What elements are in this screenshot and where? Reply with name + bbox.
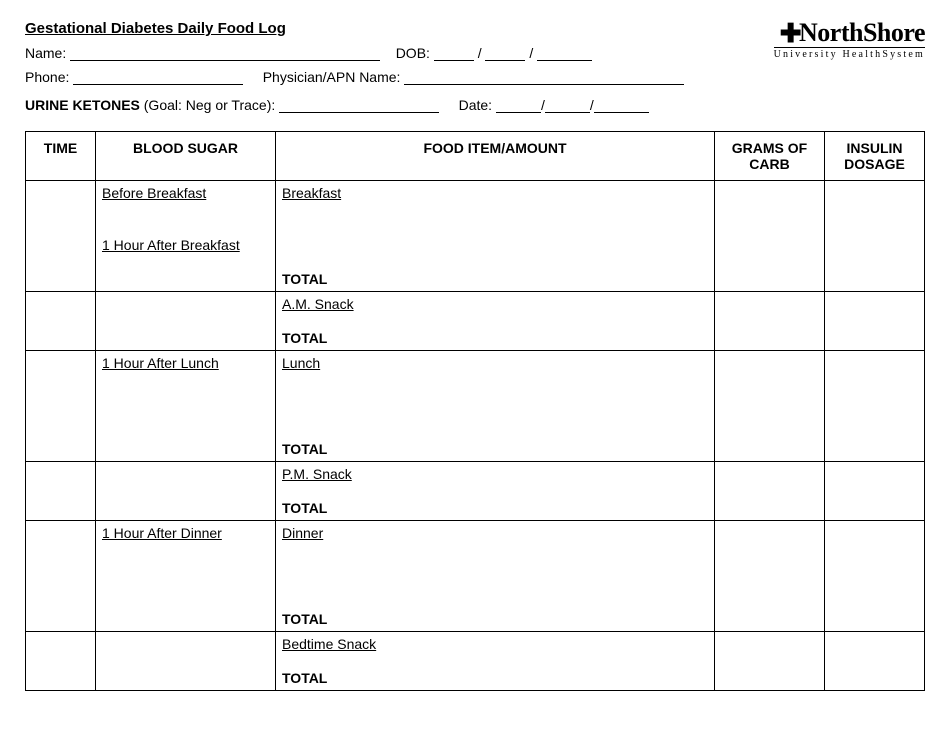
cell-carb[interactable] bbox=[715, 521, 825, 632]
food-pm-snack: P.M. Snack bbox=[282, 466, 708, 482]
cell-carb[interactable] bbox=[715, 181, 825, 292]
cell-carb[interactable] bbox=[715, 292, 825, 351]
row-am-snack: A.M. Snack TOTAL bbox=[26, 292, 925, 351]
row-pm-snack: P.M. Snack TOTAL bbox=[26, 462, 925, 521]
bs-after-breakfast: 1 Hour After Breakfast bbox=[102, 237, 269, 253]
food-dinner: Dinner bbox=[282, 525, 708, 541]
cell-carb[interactable] bbox=[715, 462, 825, 521]
bs-before-breakfast: Before Breakfast bbox=[102, 185, 269, 201]
cell-blood-sugar[interactable] bbox=[96, 292, 276, 351]
cell-blood-sugar[interactable]: 1 Hour After Dinner bbox=[96, 521, 276, 632]
table-header-row: TIME BLOOD SUGAR FOOD ITEM/AMOUNT GRAMS … bbox=[26, 132, 925, 181]
cell-blood-sugar[interactable] bbox=[96, 632, 276, 691]
cell-insulin[interactable] bbox=[825, 521, 925, 632]
plus-icon: ✚ bbox=[780, 21, 801, 47]
th-food: FOOD ITEM/AMOUNT bbox=[276, 132, 715, 181]
food-breakfast: Breakfast bbox=[282, 185, 708, 201]
food-lunch: Lunch bbox=[282, 355, 708, 371]
date-label: Date: bbox=[459, 97, 492, 113]
cell-carb[interactable] bbox=[715, 632, 825, 691]
logo-sub: University HealthSystem bbox=[774, 47, 925, 60]
th-insulin: INSULIN DOSAGE bbox=[825, 132, 925, 181]
date-m[interactable] bbox=[496, 99, 541, 113]
cell-food[interactable]: Breakfast TOTAL bbox=[276, 181, 715, 292]
dob-m[interactable] bbox=[434, 47, 474, 61]
cell-food[interactable]: Bedtime Snack TOTAL bbox=[276, 632, 715, 691]
cell-food[interactable]: A.M. Snack TOTAL bbox=[276, 292, 715, 351]
cell-blood-sugar[interactable]: 1 Hour After Lunch bbox=[96, 351, 276, 462]
bs-after-dinner: 1 Hour After Dinner bbox=[102, 525, 269, 541]
page-title: Gestational Diabetes Daily Food Log bbox=[25, 20, 774, 37]
name-blank[interactable] bbox=[70, 47, 380, 61]
dob-y[interactable] bbox=[537, 47, 592, 61]
total-label: TOTAL bbox=[282, 271, 708, 287]
header: Gestational Diabetes Daily Food Log Name… bbox=[25, 20, 925, 121]
header-left: Gestational Diabetes Daily Food Log Name… bbox=[25, 20, 774, 121]
logo: ✚NorthShore University HealthSystem bbox=[774, 20, 925, 60]
cell-time[interactable] bbox=[26, 632, 96, 691]
physician-label: Physician/APN Name: bbox=[263, 69, 401, 85]
cell-food[interactable]: P.M. Snack TOTAL bbox=[276, 462, 715, 521]
total-label: TOTAL bbox=[282, 441, 708, 457]
cell-insulin[interactable] bbox=[825, 351, 925, 462]
name-label: Name: bbox=[25, 45, 66, 61]
cell-time[interactable] bbox=[26, 462, 96, 521]
cell-blood-sugar[interactable]: Before Breakfast 1 Hour After Breakfast bbox=[96, 181, 276, 292]
logo-text: NorthShore bbox=[799, 18, 925, 47]
row-dinner: 1 Hour After Dinner Dinner TOTAL bbox=[26, 521, 925, 632]
cell-time[interactable] bbox=[26, 292, 96, 351]
dob-label: DOB: bbox=[396, 45, 430, 61]
total-label: TOTAL bbox=[282, 330, 708, 346]
th-carb: GRAMS OF CARB bbox=[715, 132, 825, 181]
bs-after-lunch: 1 Hour After Lunch bbox=[102, 355, 269, 371]
th-blood-sugar: BLOOD SUGAR bbox=[96, 132, 276, 181]
date-d[interactable] bbox=[545, 99, 590, 113]
food-log-table: TIME BLOOD SUGAR FOOD ITEM/AMOUNT GRAMS … bbox=[25, 131, 925, 691]
total-label: TOTAL bbox=[282, 670, 708, 686]
row-breakfast: Before Breakfast 1 Hour After Breakfast … bbox=[26, 181, 925, 292]
cell-blood-sugar[interactable] bbox=[96, 462, 276, 521]
phone-line: Phone: Physician/APN Name: bbox=[25, 69, 774, 85]
dob-d[interactable] bbox=[485, 47, 525, 61]
urine-goal: (Goal: Neg or Trace): bbox=[140, 97, 279, 113]
cell-time[interactable] bbox=[26, 181, 96, 292]
cell-food[interactable]: Lunch TOTAL bbox=[276, 351, 715, 462]
cell-time[interactable] bbox=[26, 521, 96, 632]
cell-carb[interactable] bbox=[715, 351, 825, 462]
cell-insulin[interactable] bbox=[825, 462, 925, 521]
urine-label: URINE KETONES bbox=[25, 97, 140, 113]
physician-blank[interactable] bbox=[404, 71, 684, 85]
cell-food[interactable]: Dinner TOTAL bbox=[276, 521, 715, 632]
row-bedtime-snack: Bedtime Snack TOTAL bbox=[26, 632, 925, 691]
phone-label: Phone: bbox=[25, 69, 69, 85]
th-time: TIME bbox=[26, 132, 96, 181]
food-am-snack: A.M. Snack bbox=[282, 296, 708, 312]
logo-main: ✚NorthShore bbox=[774, 20, 925, 46]
urine-blank[interactable] bbox=[279, 99, 439, 113]
cell-time[interactable] bbox=[26, 351, 96, 462]
phone-blank[interactable] bbox=[73, 71, 243, 85]
cell-insulin[interactable] bbox=[825, 181, 925, 292]
name-line: Name: DOB: / / bbox=[25, 45, 774, 61]
cell-insulin[interactable] bbox=[825, 632, 925, 691]
date-y[interactable] bbox=[594, 99, 649, 113]
cell-insulin[interactable] bbox=[825, 292, 925, 351]
total-label: TOTAL bbox=[282, 500, 708, 516]
ketones-line: URINE KETONES (Goal: Neg or Trace): Date… bbox=[25, 97, 774, 113]
total-label: TOTAL bbox=[282, 611, 708, 627]
row-lunch: 1 Hour After Lunch Lunch TOTAL bbox=[26, 351, 925, 462]
food-bedtime: Bedtime Snack bbox=[282, 636, 708, 652]
